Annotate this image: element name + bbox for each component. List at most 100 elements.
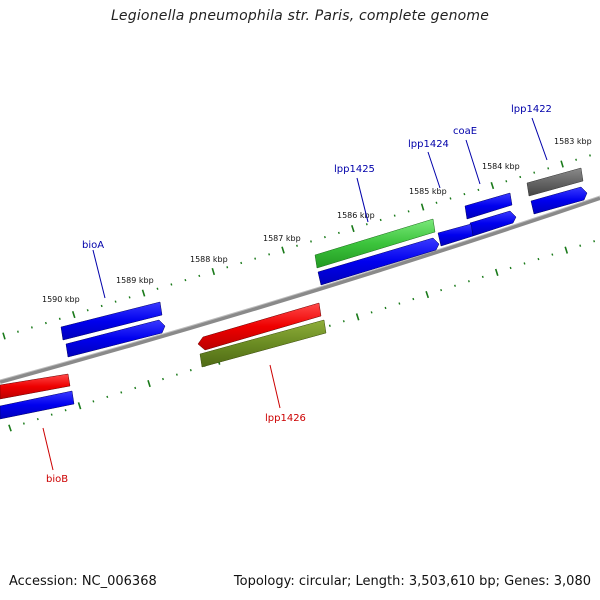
major-tick [8,424,12,432]
major-tick [420,203,425,211]
cds-feature-bioA-2[interactable] [65,319,166,358]
minor-tick [106,395,109,399]
minor-tick [198,274,201,278]
minor-tick [156,287,159,290]
minor-tick [398,302,401,305]
minor-tick [533,171,536,174]
minor-tick [114,300,117,303]
minor-tick [64,409,67,412]
major-tick [211,267,216,276]
minor-tick [384,306,387,310]
minor-tick [435,201,438,204]
tick-labels: 1583 kbp 1584 kbp 1585 kbp 1586 kbp 1587… [42,137,592,304]
leader-lines [42,117,548,471]
cds-feature-small[interactable] [437,223,474,247]
minor-tick [30,326,33,329]
gene-label-lpp1425[interactable]: lpp1425 [334,164,375,175]
major-tick [490,181,495,190]
genome-stats-text: Topology: circular; Length: 3,503,610 bp… [233,574,591,589]
minor-tick [86,309,89,312]
minor-tick [268,253,271,256]
major-tick [351,224,355,233]
minor-tick [240,261,243,265]
minor-tick [100,304,103,308]
gene-labels: lpp1422 coaE lpp1424 lpp1425 bioA lpp142… [46,104,552,485]
gene-label-lpp1426[interactable]: lpp1426 [265,413,306,424]
minor-tick [467,280,470,283]
minor-tick [120,391,123,394]
cds-feature-lpp1426[interactable] [199,319,327,368]
tick-label: 1583 kbp [554,137,592,146]
minor-tick [589,154,591,157]
major-tick [2,332,6,340]
minor-tick [134,386,137,390]
minor-tick [328,324,331,327]
cds-feature-bioB[interactable] [0,373,71,400]
accession-text: Accession: NC_006368 [9,574,157,589]
minor-tick [175,373,178,376]
gene-label-bioA[interactable]: bioA [82,240,104,251]
minor-tick [92,400,95,403]
major-tick [147,379,151,388]
minor-tick [337,231,340,235]
minor-tick [128,296,131,299]
minor-tick [370,311,373,314]
major-tick [494,268,499,276]
tick-label: 1589 kbp [116,276,154,285]
tick-label: 1584 kbp [482,162,520,171]
cds-feature-blue-long[interactable] [317,237,440,286]
minor-tick [463,192,466,196]
cds-feature-gray[interactable] [526,167,584,197]
minor-tick [50,413,53,416]
major-tick [71,310,76,319]
minor-tick [593,240,596,243]
minor-tick [440,288,443,292]
minor-tick [323,235,326,239]
minor-tick [379,218,382,222]
cds-feature-lpp1425[interactable] [314,218,436,269]
minor-tick [17,330,19,333]
major-tick [425,291,430,299]
major-tick [77,402,82,410]
minor-tick [519,175,522,179]
cds-feature-bioA[interactable] [60,301,163,341]
cds-feature-lpp1422[interactable] [530,186,588,215]
minor-tick [579,244,582,247]
cds-feature-blue-left[interactable] [0,390,75,420]
gene-label-coaE[interactable]: coaE [453,126,477,137]
minor-tick [407,210,410,213]
figure-title: Legionella pneumophila str. Paris, compl… [110,8,490,24]
minor-tick [162,377,164,381]
minor-tick [184,278,187,282]
major-tick [560,160,564,168]
minor-tick [449,197,452,200]
tick-label: 1587 kbp [263,234,301,243]
minor-tick [523,262,526,265]
gene-features [0,167,588,420]
gene-label-lpp1422[interactable]: lpp1422 [511,104,552,115]
minor-tick [551,253,554,256]
minor-tick [342,320,345,323]
gene-label-bioB[interactable]: bioB [46,474,68,485]
minor-tick [58,317,61,321]
cds-feature-red-center[interactable] [197,302,322,351]
minor-tick [575,158,578,161]
minor-tick [481,275,484,279]
minor-tick [509,266,512,270]
minor-tick [310,240,312,243]
tick-label: 1586 kbp [337,211,375,220]
cds-feature-coaE[interactable] [464,192,513,220]
tick-label: 1588 kbp [190,255,228,264]
tick-label: 1585 kbp [409,187,447,196]
minor-tick [393,214,396,217]
minor-tick [365,223,368,226]
gene-label-lpp1424[interactable]: lpp1424 [408,139,449,150]
minor-tick [454,284,456,287]
minor-tick [170,283,173,286]
minor-tick [412,297,415,301]
upper-tick-track [2,154,591,340]
minor-tick [296,244,298,247]
major-tick [564,246,569,254]
